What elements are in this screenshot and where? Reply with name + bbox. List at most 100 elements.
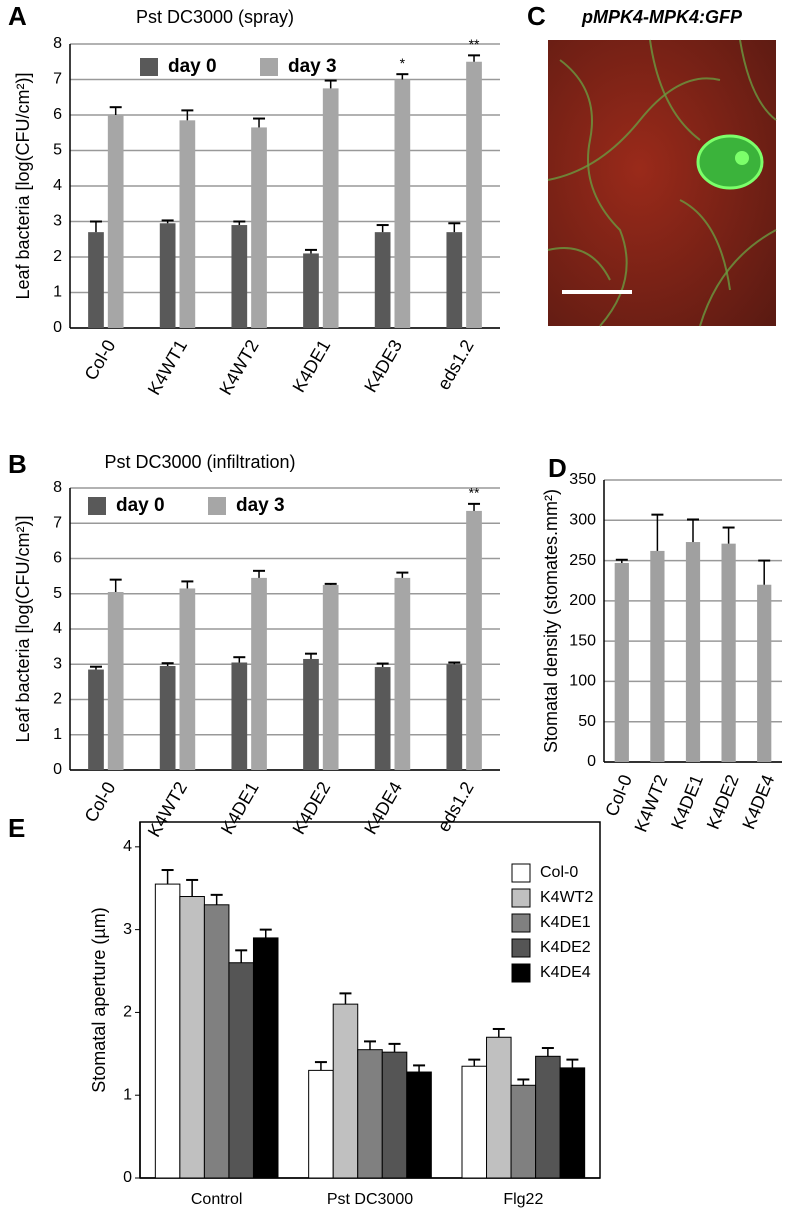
bar <box>303 253 319 328</box>
y-tick-label: 4 <box>53 620 62 637</box>
bar <box>486 1036 512 1179</box>
bar <box>179 120 196 328</box>
bar <box>203 904 230 1179</box>
bar <box>381 1051 408 1179</box>
x-tick-label: K4DE2 <box>289 778 335 837</box>
bar <box>394 577 411 770</box>
error-bar <box>186 878 199 897</box>
x-tick-label: K4WT2 <box>630 772 671 835</box>
bar <box>374 667 391 770</box>
error-bar <box>324 79 337 89</box>
error-bar <box>235 949 248 963</box>
x-tick-label: Pst DC3000 <box>327 1191 413 1208</box>
y-tick-label: 2 <box>53 248 62 265</box>
error-bar <box>615 558 628 563</box>
error-bar <box>413 1064 426 1073</box>
bar <box>466 510 482 770</box>
bar <box>322 88 339 328</box>
y-tick-label: 4 <box>123 838 132 855</box>
nucleus <box>696 134 764 190</box>
y-tick-label: 300 <box>569 512 596 529</box>
panel-letter: C <box>527 1 546 31</box>
error-bar <box>722 526 735 544</box>
error-bar <box>109 106 122 115</box>
legend-label: Col-0 <box>540 864 578 881</box>
bar <box>252 937 279 1179</box>
bar <box>559 1067 586 1179</box>
y-tick-label: 200 <box>569 592 596 609</box>
y-tick-label: 1 <box>53 726 62 743</box>
scale-bar <box>562 290 632 294</box>
y-tick-label: 4 <box>53 177 62 194</box>
y-tick-label: 0 <box>53 319 62 336</box>
error-bar <box>89 665 102 670</box>
bar <box>251 577 267 770</box>
bar <box>231 225 248 328</box>
error-bar <box>566 1058 579 1068</box>
cell-outline <box>649 39 701 141</box>
bar <box>308 1069 334 1179</box>
error-bar <box>233 656 246 663</box>
y-axis-label: Leaf bacteria [log(CFU/cm²)] <box>13 515 33 742</box>
error-bar <box>687 518 699 543</box>
error-bar <box>468 1058 481 1067</box>
bar <box>461 1065 488 1179</box>
error-bar <box>517 1078 530 1086</box>
error-bar <box>304 248 317 254</box>
bar <box>179 896 205 1179</box>
cell-outline <box>739 39 777 121</box>
legend-label: K4DE4 <box>540 964 591 981</box>
bar <box>88 669 104 770</box>
bar <box>510 1084 537 1179</box>
legend-swatch <box>208 497 226 515</box>
y-tick-label: 6 <box>53 106 62 123</box>
x-tick-label: K4DE1 <box>217 778 263 837</box>
y-tick-label: 100 <box>569 673 596 690</box>
legend-swatch <box>140 58 158 76</box>
cell-outline <box>547 77 721 181</box>
bar <box>88 232 104 328</box>
x-tick-label: eds1.2 <box>433 336 477 393</box>
y-tick-label: 3 <box>53 213 62 230</box>
error-bar <box>181 580 194 589</box>
bar <box>446 232 463 328</box>
error-bar <box>448 222 461 233</box>
bar <box>406 1071 432 1179</box>
error-bar <box>109 578 122 592</box>
x-tick-label: Control <box>191 1191 243 1208</box>
x-tick-label: K4DE1 <box>667 772 707 832</box>
y-tick-label: 0 <box>587 753 596 770</box>
chart-title: pMPK4-MPK4:GFP <box>581 7 743 27</box>
legend-swatch <box>88 497 106 515</box>
significance-label: ** <box>469 36 480 52</box>
error-bar <box>492 1027 505 1038</box>
error-bar <box>339 992 352 1005</box>
cell-outline <box>547 247 611 281</box>
bar <box>159 666 176 770</box>
error-bar <box>324 582 337 585</box>
error-bar <box>210 893 223 905</box>
y-tick-label: 8 <box>53 35 62 52</box>
bar <box>228 962 254 1179</box>
error-bar <box>396 73 409 80</box>
error-bar <box>388 1042 401 1053</box>
error-bar <box>376 662 389 668</box>
y-tick-label: 50 <box>578 713 596 730</box>
error-bar <box>161 869 174 885</box>
x-tick-label: K4DE4 <box>738 772 778 832</box>
y-tick-label: 1 <box>123 1086 132 1103</box>
legend-swatch <box>260 58 278 76</box>
legend-label: K4WT2 <box>540 889 593 906</box>
y-tick-label: 8 <box>53 479 62 496</box>
bar <box>466 61 482 328</box>
y-axis-label: Leaf bacteria [log(CFU/cm²)] <box>13 72 33 299</box>
bar <box>757 584 772 762</box>
legend-swatch <box>511 888 531 908</box>
error-bar <box>161 219 174 224</box>
error-bar <box>758 559 771 585</box>
y-tick-label: 3 <box>53 655 62 672</box>
x-tick-label: Col-0 <box>81 778 120 825</box>
legend-label: K4DE2 <box>540 939 591 956</box>
y-tick-label: 7 <box>53 71 62 88</box>
x-tick-label: K4WT2 <box>215 336 262 398</box>
